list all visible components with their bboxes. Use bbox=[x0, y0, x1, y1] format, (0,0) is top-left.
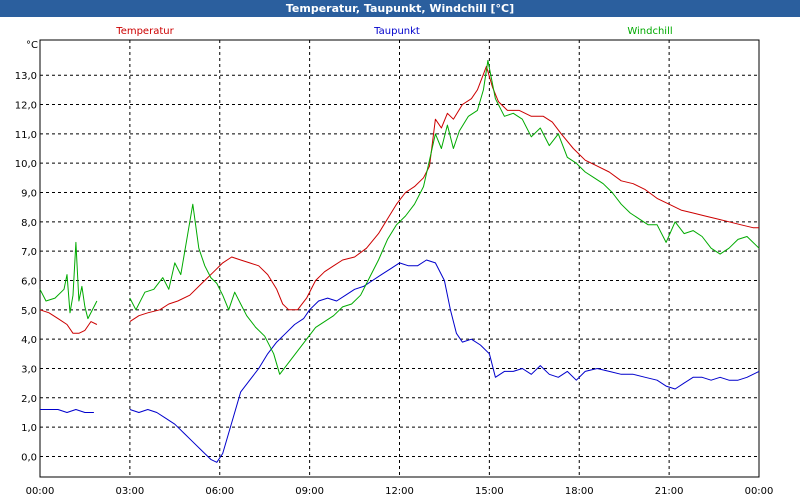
grid bbox=[39, 40, 760, 477]
y-axis-label: °C bbox=[26, 40, 38, 51]
series-line-taupunkt bbox=[40, 409, 94, 413]
y-tick-label: 9,0 bbox=[21, 189, 37, 200]
series-line-taupunkt bbox=[129, 259, 760, 463]
x-tick-time: 12:00 bbox=[385, 486, 414, 497]
x-tick-time: 06:00 bbox=[205, 486, 234, 497]
x-tick-time: 03:00 bbox=[115, 486, 144, 497]
x-tick-time: 00:00 bbox=[26, 486, 55, 497]
y-tick-label: 5,0 bbox=[21, 306, 37, 317]
legend-entry-temperatur: Temperatur bbox=[115, 26, 174, 37]
y-tick-label: 6,0 bbox=[21, 276, 37, 287]
y-tick-label: 12,0 bbox=[15, 101, 37, 112]
x-tick-time: 21:00 bbox=[655, 486, 684, 497]
y-tick-label: 4,0 bbox=[21, 335, 37, 346]
y-tick-labels: 0,0 1,0 2,0 3,0 4,0 5,0 6,0 7,0 8,0 9,0 10,0 11,0 12… bbox=[15, 71, 37, 463]
series-line-windchill bbox=[129, 60, 760, 375]
series-line-temperatur bbox=[129, 65, 759, 323]
y-tick-label: 1,0 bbox=[21, 423, 37, 434]
x-tick-time: 00:00 bbox=[745, 486, 774, 497]
y-tick-label: 11,0 bbox=[15, 130, 37, 141]
series-line-temperatur bbox=[39, 309, 98, 334]
x-tick-labels: 00:0030.03.2503:0030.03.2506:0030.03.250… bbox=[26, 486, 774, 497]
legend-entry-taupunkt: Taupunkt bbox=[373, 26, 420, 37]
y-tick-label: 0,0 bbox=[21, 452, 37, 463]
plot-frame bbox=[39, 39, 760, 478]
x-tick-time: 15:00 bbox=[475, 486, 504, 497]
chart: °C Temperatur Taupunkt Windchill 0,0 1,0 2,0… bbox=[15, 26, 774, 497]
y-tick-label: 2,0 bbox=[21, 394, 37, 405]
y-tick-label: 13,0 bbox=[15, 71, 37, 82]
y-tick-label: 7,0 bbox=[21, 247, 37, 258]
y-tick-label: 10,0 bbox=[15, 159, 37, 170]
x-tick-time: 18:00 bbox=[565, 486, 594, 497]
y-tick-label: 3,0 bbox=[21, 364, 37, 375]
series-group bbox=[39, 60, 760, 463]
legend: Temperatur Taupunkt Windchill bbox=[115, 26, 672, 37]
x-tick-time: 09:00 bbox=[295, 486, 324, 497]
legend-entry-windchill: Windchill bbox=[627, 26, 672, 37]
y-tick-label: 8,0 bbox=[21, 218, 37, 229]
series-line-windchill bbox=[39, 241, 98, 320]
window-title: Temperatur, Taupunkt, Windchill [°C] bbox=[0, 0, 800, 17]
